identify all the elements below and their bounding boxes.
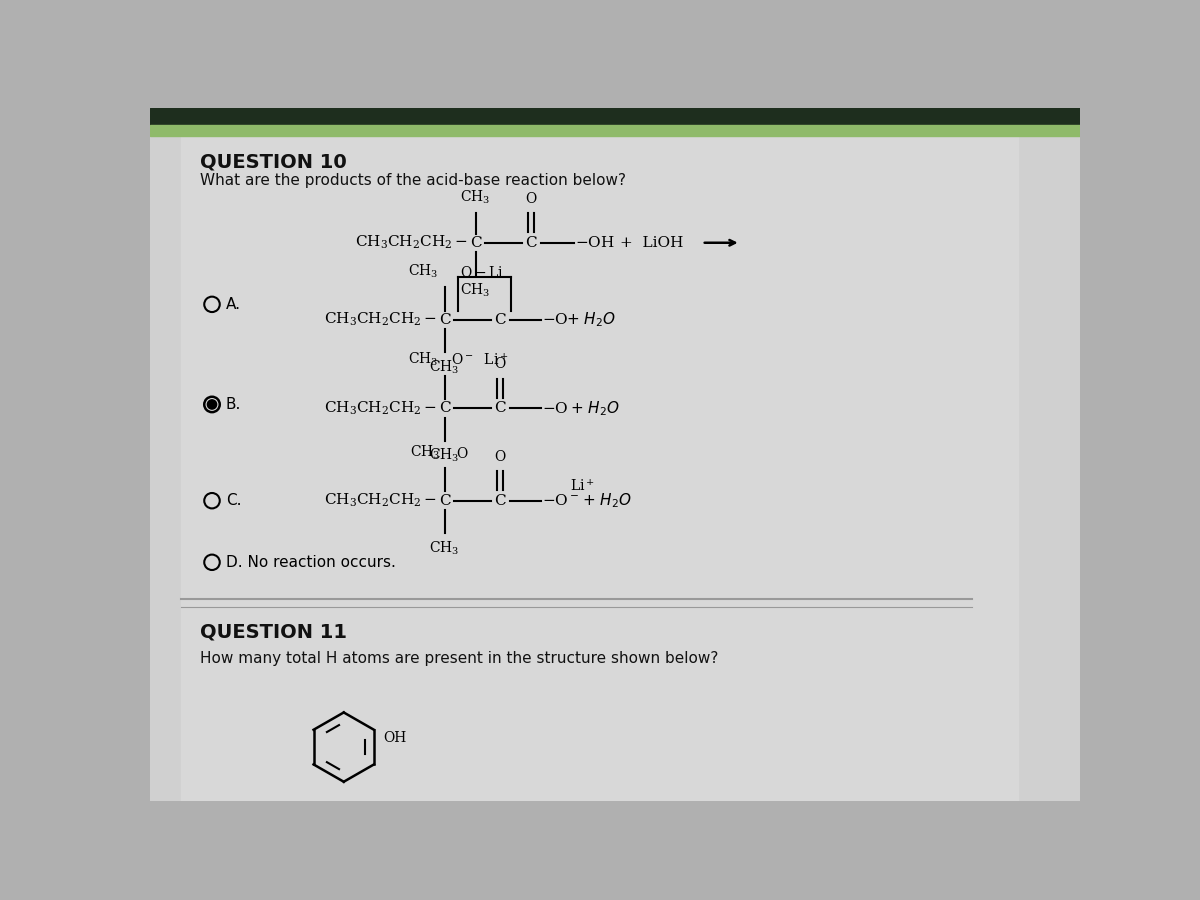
- Text: C: C: [494, 313, 506, 327]
- Text: $+\ H_2O$: $+\ H_2O$: [582, 491, 631, 510]
- Text: C.: C.: [226, 493, 241, 508]
- Text: $\mathregular{CH_3}$: $\mathregular{CH_3}$: [461, 281, 491, 299]
- Text: C: C: [439, 401, 450, 415]
- Text: O: O: [494, 357, 506, 372]
- Text: $\mathregular{-O}$: $\mathregular{-O}$: [542, 400, 569, 416]
- Text: O: O: [456, 446, 467, 461]
- Text: What are the products of the acid-base reaction below?: What are the products of the acid-base r…: [200, 174, 626, 188]
- Text: $\mathregular{CH_3}$: $\mathregular{CH_3}$: [408, 351, 438, 368]
- Text: $+\ H_2O$: $+\ H_2O$: [566, 310, 616, 329]
- Text: OH: OH: [383, 731, 407, 744]
- Text: C: C: [526, 236, 538, 249]
- Text: How many total H atoms are present in the structure shown below?: How many total H atoms are present in th…: [200, 651, 719, 666]
- Text: O: O: [494, 450, 506, 464]
- Text: $\mathregular{CH_3}$: $\mathregular{CH_3}$: [408, 262, 438, 280]
- Text: $\mathregular{CH_3CH_2CH_2-}$: $\mathregular{CH_3CH_2CH_2-}$: [324, 492, 437, 509]
- Text: A.: A.: [226, 297, 241, 312]
- Text: D. No reaction occurs.: D. No reaction occurs.: [226, 554, 396, 570]
- Text: C: C: [469, 236, 481, 249]
- Text: $\mathregular{-O^-}$: $\mathregular{-O^-}$: [542, 493, 580, 508]
- Text: $\mathregular{CH_3}$: $\mathregular{CH_3}$: [430, 358, 460, 375]
- Text: $\mathregular{-O}$: $\mathregular{-O}$: [542, 312, 569, 328]
- Text: C: C: [494, 494, 506, 508]
- Bar: [150, 108, 1080, 125]
- Text: C: C: [439, 313, 450, 327]
- Text: $+\ H_2O$: $+\ H_2O$: [570, 399, 620, 418]
- Text: B.: B.: [226, 397, 241, 412]
- Text: QUESTION 11: QUESTION 11: [200, 623, 347, 642]
- Bar: [150, 125, 1080, 136]
- Text: $\mathregular{Li^+}$: $\mathregular{Li^+}$: [570, 477, 595, 493]
- Text: C: C: [439, 494, 450, 508]
- Text: $\mathregular{CH_3}$: $\mathregular{CH_3}$: [430, 446, 460, 464]
- Text: $\mathregular{CH_3}$: $\mathregular{CH_3}$: [430, 539, 460, 556]
- Text: $\mathregular{CH_3CH_2CH_2-}$: $\mathregular{CH_3CH_2CH_2-}$: [355, 234, 468, 251]
- Text: $\mathregular{CH_3CH_2CH_2-}$: $\mathregular{CH_3CH_2CH_2-}$: [324, 311, 437, 328]
- Text: $\mathregular{CH_3}$: $\mathregular{CH_3}$: [461, 188, 491, 206]
- Text: $\mathregular{O-Li}$: $\mathregular{O-Li}$: [460, 265, 504, 280]
- Text: QUESTION 10: QUESTION 10: [200, 153, 347, 172]
- Text: +  LiOH: + LiOH: [620, 236, 684, 249]
- Text: $\mathregular{O^-\ \ Li^+}$: $\mathregular{O^-\ \ Li^+}$: [451, 352, 509, 368]
- Text: C: C: [494, 401, 506, 415]
- Text: $\mathregular{-OH}$: $\mathregular{-OH}$: [576, 235, 616, 250]
- Text: $\mathregular{CH_3}$: $\mathregular{CH_3}$: [410, 444, 440, 461]
- Text: $\mathregular{CH_3CH_2CH_2-}$: $\mathregular{CH_3CH_2CH_2-}$: [324, 400, 437, 417]
- Circle shape: [208, 400, 217, 410]
- Text: O: O: [526, 192, 536, 206]
